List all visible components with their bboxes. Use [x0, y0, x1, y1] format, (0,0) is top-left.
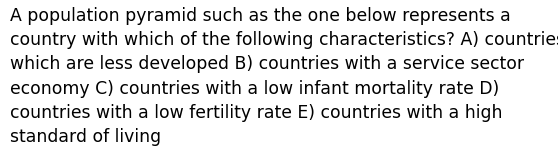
Text: A population pyramid such as the one below represents a
country with which of th: A population pyramid such as the one bel…	[10, 7, 558, 146]
